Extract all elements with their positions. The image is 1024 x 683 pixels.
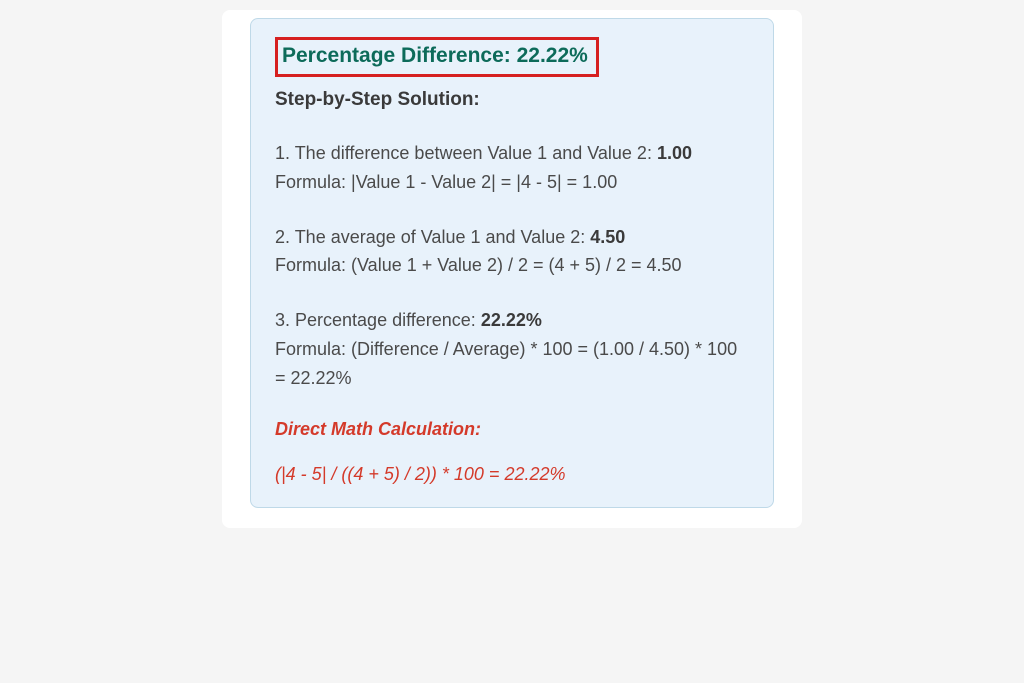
result-title-value: 22.22% bbox=[517, 44, 588, 67]
step-3-text: 3. Percentage difference: bbox=[275, 310, 481, 330]
step-3-value: 22.22% bbox=[481, 310, 542, 330]
step-2-text: 2. The average of Value 1 and Value 2: bbox=[275, 227, 590, 247]
result-highlight-box: Percentage Difference: 22.22% bbox=[275, 37, 599, 77]
step-1: 1. The difference between Value 1 and Va… bbox=[275, 139, 749, 197]
direct-calc-formula: (|4 - 5| / ((4 + 5) / 2)) * 100 = 22.22% bbox=[275, 464, 749, 485]
outer-card: Percentage Difference: 22.22% Step-by-St… bbox=[222, 10, 802, 528]
step-1-text: 1. The difference between Value 1 and Va… bbox=[275, 143, 657, 163]
step-1-value: 1.00 bbox=[657, 143, 692, 163]
step-1-formula: Formula: |Value 1 - Value 2| = |4 - 5| =… bbox=[275, 168, 749, 197]
step-3: 3. Percentage difference: 22.22% Formula… bbox=[275, 306, 749, 392]
step-2: 2. The average of Value 1 and Value 2: 4… bbox=[275, 223, 749, 281]
result-title-label: Percentage Difference: bbox=[282, 44, 517, 67]
solution-subtitle: Step-by-Step Solution: bbox=[275, 89, 749, 111]
step-2-formula: Formula: (Value 1 + Value 2) / 2 = (4 + … bbox=[275, 251, 749, 280]
direct-calc-title: Direct Math Calculation: bbox=[275, 419, 749, 440]
step-2-value: 4.50 bbox=[590, 227, 625, 247]
step-3-formula: Formula: (Difference / Average) * 100 = … bbox=[275, 335, 749, 393]
solution-card: Percentage Difference: 22.22% Step-by-St… bbox=[250, 18, 774, 508]
